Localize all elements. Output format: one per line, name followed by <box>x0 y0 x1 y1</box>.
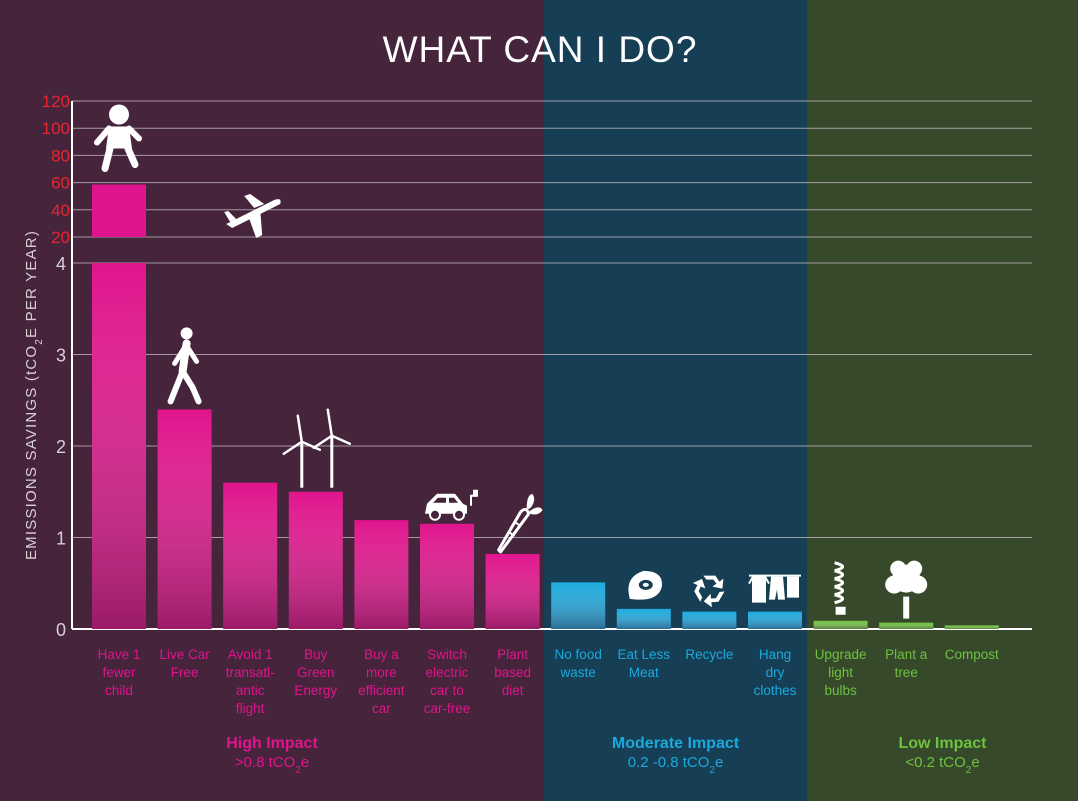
group-label: Moderate Impact <box>612 735 740 752</box>
y-tick-label: 20 <box>51 228 70 247</box>
bar <box>551 582 606 629</box>
category-label: Recycle <box>685 647 733 662</box>
y-tick-label: 3 <box>56 346 66 366</box>
bar <box>288 491 343 629</box>
bar <box>944 625 999 629</box>
light-bulb-icon <box>834 561 846 615</box>
category-label: Hang dry clothes <box>754 647 797 698</box>
chart-title: WHAT CAN I DO? <box>383 29 698 70</box>
category-label: No food waste <box>555 647 602 680</box>
bar <box>682 611 737 629</box>
bar <box>616 608 671 629</box>
bar <box>748 611 802 629</box>
group-label: High Impact <box>226 735 318 752</box>
bar <box>813 620 868 629</box>
y-tick-label: 80 <box>51 146 70 165</box>
bar <box>92 184 146 629</box>
group-range-label: <0.2 tCO2e <box>905 754 979 776</box>
category-label: Switch electric car to car-free <box>424 647 471 716</box>
category-label: Buy Green Energy <box>294 647 337 698</box>
category-label: Live Car Free <box>159 647 210 680</box>
y-tick-label: 60 <box>51 174 70 193</box>
category-label: Upgrade light bulbs <box>815 647 867 698</box>
bar <box>485 553 540 629</box>
bar <box>354 520 409 629</box>
bar <box>420 523 474 629</box>
panel-moderate <box>544 0 807 801</box>
airplane-icon <box>224 194 281 238</box>
y-tick-label: 1 <box>56 529 66 549</box>
panel-low <box>807 0 1078 801</box>
group-label: Low Impact <box>898 735 987 752</box>
y-tick-label: 100 <box>42 119 70 138</box>
category-label: Buy a more efficient car <box>358 647 405 716</box>
category-label: Have 1 fewer child <box>98 647 141 698</box>
clothesline-icon <box>748 574 801 603</box>
walking-person-icon <box>167 327 202 405</box>
electric-car-icon <box>425 489 478 521</box>
category-label: Plant a tree <box>885 647 928 680</box>
bar <box>223 482 278 629</box>
group-range-label: >0.8 tCO2e <box>235 754 309 776</box>
wind-turbine-icon <box>282 408 352 488</box>
y-tick-label: 40 <box>51 201 70 220</box>
y-tick-label: 120 <box>42 92 70 111</box>
carrot-icon <box>497 493 543 554</box>
y-tick-label: 4 <box>56 254 66 274</box>
steak-icon <box>628 570 662 600</box>
panel-high <box>0 0 544 801</box>
tree-icon <box>885 560 928 619</box>
baby-icon <box>94 104 142 173</box>
recycle-icon <box>692 575 725 608</box>
group-range-label: 0.2 -0.8 tCO2e <box>628 754 724 776</box>
category-label: Compost <box>945 647 999 662</box>
bar <box>157 409 212 629</box>
category-label: Eat Less Meat <box>618 647 671 680</box>
y-tick-label: 0 <box>56 620 66 640</box>
category-label: Avoid 1 transatl-antic flight <box>226 647 275 716</box>
bar <box>879 622 934 629</box>
category-label: Plant based diet <box>494 647 531 698</box>
y-axis-label: EMISSIONS SAVINGS (tCO2E PER YEAR) <box>23 230 45 560</box>
y-tick-label: 2 <box>56 437 66 457</box>
